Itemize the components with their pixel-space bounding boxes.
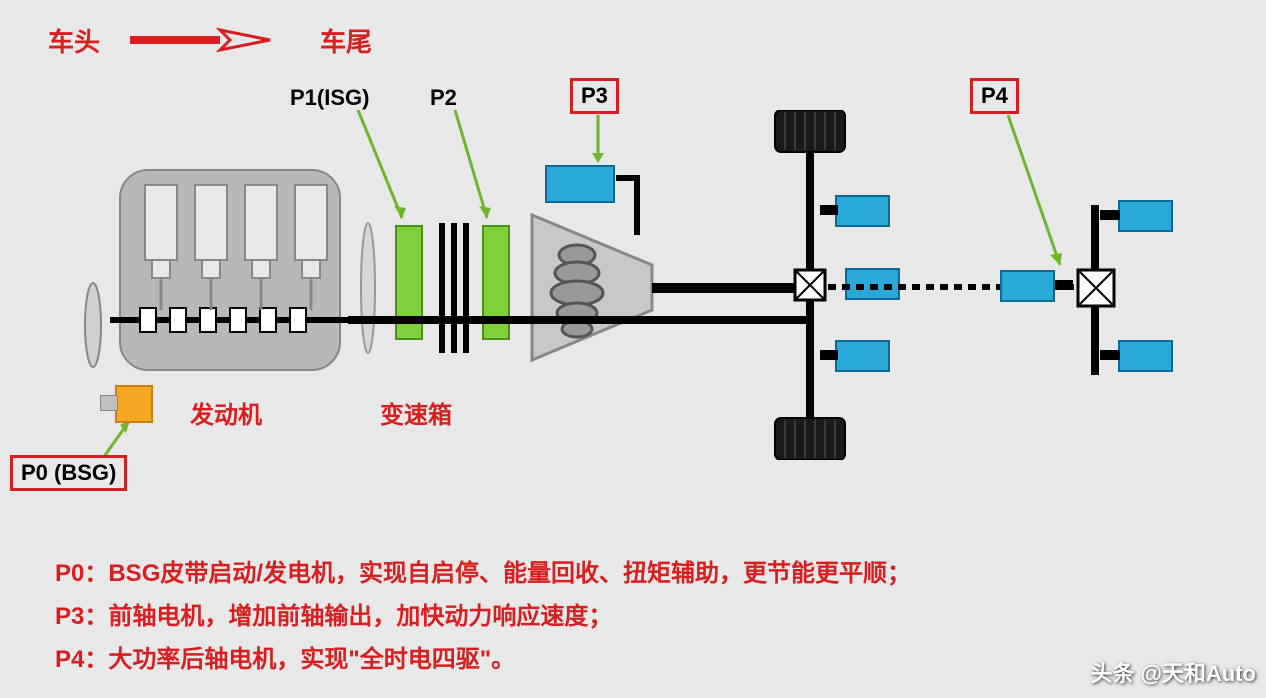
gearbox-icon: [522, 205, 662, 370]
label-p3: P3: [570, 78, 619, 114]
arrow-p1-icon: [350, 110, 410, 230]
arrow-p2-icon: [445, 110, 495, 230]
arrow-p3-icon: [590, 115, 630, 170]
bsg-connector: [100, 395, 118, 411]
desc-p4: P4：大功率后轴电机，实现"全时电四驱"。: [55, 639, 1226, 674]
desc-p3: P3：前轴电机，增加前轴输出，加快动力响应速度；: [55, 596, 1226, 631]
front-motor-bot: [835, 340, 890, 372]
label-p2: P2: [430, 85, 457, 111]
engine-icon: [110, 160, 350, 390]
rear-motor-left-shaft: [1055, 280, 1073, 290]
descriptions: P0：BSG皮带启动/发电机，实现自启停、能量回收、扭矩辅助，更节能更平顺； P…: [55, 545, 1226, 682]
label-p1: P1(ISG): [290, 85, 369, 111]
rear-motor-bot: [1118, 340, 1173, 372]
p3-shaft-down: [634, 175, 640, 235]
front-motor-top: [835, 195, 890, 227]
flywheel-icon: [358, 218, 378, 358]
header-front: 车头: [48, 22, 100, 59]
watermark: 头条 @天和Auto: [1090, 656, 1256, 688]
pulley-icon: [78, 280, 108, 370]
front-motor-bot-shaft: [820, 350, 838, 360]
rear-motor-left: [1000, 270, 1055, 302]
label-p4: P4: [970, 78, 1019, 114]
rear-motor-top-shaft: [1100, 210, 1120, 220]
header-rear: 车尾: [320, 22, 372, 59]
desc-p0: P0：BSG皮带启动/发电机，实现自启停、能量回收、扭矩辅助，更节能更平顺；: [55, 553, 1226, 588]
p3-motor: [545, 165, 615, 203]
rear-motor-bot-shaft: [1100, 350, 1120, 360]
rear-motor-top: [1118, 200, 1173, 232]
main-shaft: [348, 316, 808, 324]
bsg-motor: [115, 385, 153, 423]
label-engine: 发动机: [190, 395, 262, 430]
diagram-container: 车头 车尾 P1(ISG) P2 P3 P4: [0, 0, 1266, 698]
clutch-icon: [435, 218, 475, 358]
label-p0: P0 (BSG): [10, 455, 127, 491]
front-motor-top-shaft: [820, 205, 838, 215]
direction-arrow-icon: [130, 28, 280, 52]
label-gearbox: 变速箱: [380, 395, 452, 430]
